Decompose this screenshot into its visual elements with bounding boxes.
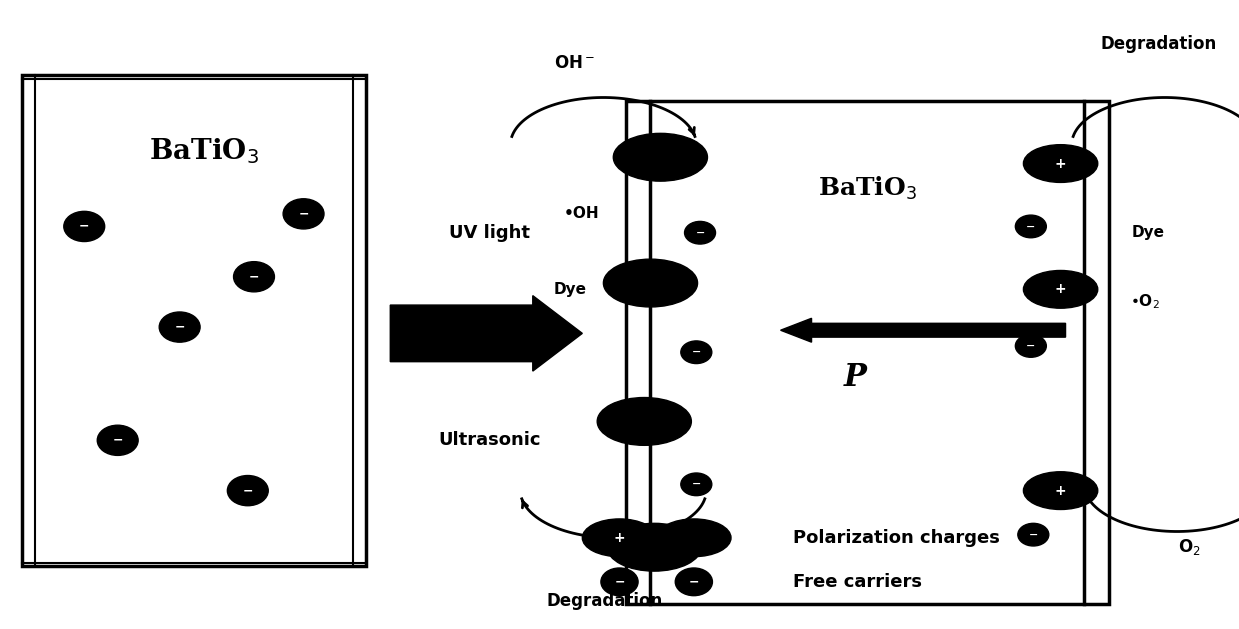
Ellipse shape <box>1016 215 1046 238</box>
Text: −: − <box>1026 341 1036 351</box>
Ellipse shape <box>282 199 325 229</box>
Text: +: + <box>613 531 626 545</box>
Text: +: + <box>1054 157 1067 170</box>
Ellipse shape <box>681 473 711 496</box>
Text: −: − <box>1026 221 1036 231</box>
Text: Dye: Dye <box>1131 225 1165 240</box>
Circle shape <box>1023 270 1098 308</box>
Text: −: − <box>175 321 185 333</box>
Text: −: − <box>299 208 309 220</box>
Circle shape <box>607 523 701 571</box>
Text: UV light: UV light <box>449 224 530 242</box>
Ellipse shape <box>97 425 139 455</box>
Text: +: + <box>1054 484 1067 498</box>
Ellipse shape <box>228 476 269 506</box>
Text: Degradation: Degradation <box>546 592 663 610</box>
Ellipse shape <box>159 312 201 342</box>
FancyArrow shape <box>781 318 1066 342</box>
Text: −: − <box>695 228 705 238</box>
FancyArrow shape <box>390 296 582 371</box>
Text: −: − <box>79 220 89 233</box>
Bar <box>22 75 366 566</box>
Circle shape <box>582 519 657 557</box>
Text: Dye: Dye <box>554 282 587 297</box>
Text: −: − <box>249 270 259 283</box>
Text: −: − <box>689 576 699 588</box>
Text: +: + <box>1054 282 1067 296</box>
Text: Degradation: Degradation <box>1100 35 1217 53</box>
Text: −: − <box>691 479 701 489</box>
Circle shape <box>657 519 731 557</box>
Text: −: − <box>615 576 624 588</box>
Ellipse shape <box>601 568 638 596</box>
Circle shape <box>1023 145 1098 182</box>
Ellipse shape <box>233 262 274 292</box>
Ellipse shape <box>1016 335 1046 357</box>
Text: OH$^-$: OH$^-$ <box>554 54 596 72</box>
Text: Ultrasonic: Ultrasonic <box>439 431 540 449</box>
Ellipse shape <box>1018 523 1048 546</box>
Circle shape <box>613 133 707 181</box>
Text: BaTiO$_3$: BaTiO$_3$ <box>818 175 917 203</box>
Text: O$_2$: O$_2$ <box>1178 537 1201 557</box>
Text: −: − <box>243 484 253 497</box>
Text: P: P <box>844 362 866 393</box>
Ellipse shape <box>64 211 104 242</box>
Circle shape <box>597 398 691 445</box>
Text: −: − <box>691 347 701 357</box>
Text: •O$_2$: •O$_2$ <box>1130 292 1160 311</box>
Bar <box>626 101 1109 604</box>
Text: −: − <box>113 434 123 447</box>
Ellipse shape <box>675 568 712 596</box>
Circle shape <box>603 259 698 307</box>
Ellipse shape <box>681 341 711 364</box>
Text: Polarization charges: Polarization charges <box>793 529 1000 547</box>
Ellipse shape <box>684 221 715 244</box>
Text: −: − <box>1028 530 1038 540</box>
Text: BaTiO$_3$: BaTiO$_3$ <box>150 136 259 166</box>
Text: Free carriers: Free carriers <box>793 573 922 591</box>
Text: •OH: •OH <box>564 206 600 221</box>
Circle shape <box>1023 472 1098 509</box>
